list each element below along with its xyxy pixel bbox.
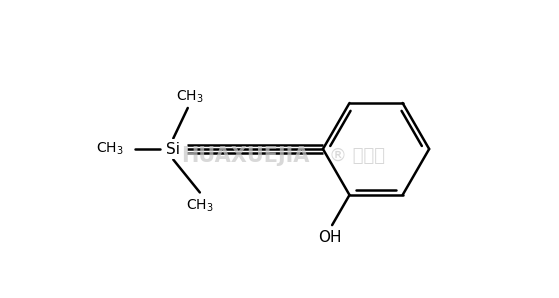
Text: HUAXUEJIA: HUAXUEJIA [182,146,310,166]
Text: CH$_3$: CH$_3$ [186,197,214,214]
Text: CH$_3$: CH$_3$ [177,88,204,105]
Text: OH: OH [318,230,342,245]
Text: Si: Si [166,142,181,156]
Text: ® 化学加: ® 化学加 [329,147,385,165]
Text: CH$_3$: CH$_3$ [96,141,124,157]
